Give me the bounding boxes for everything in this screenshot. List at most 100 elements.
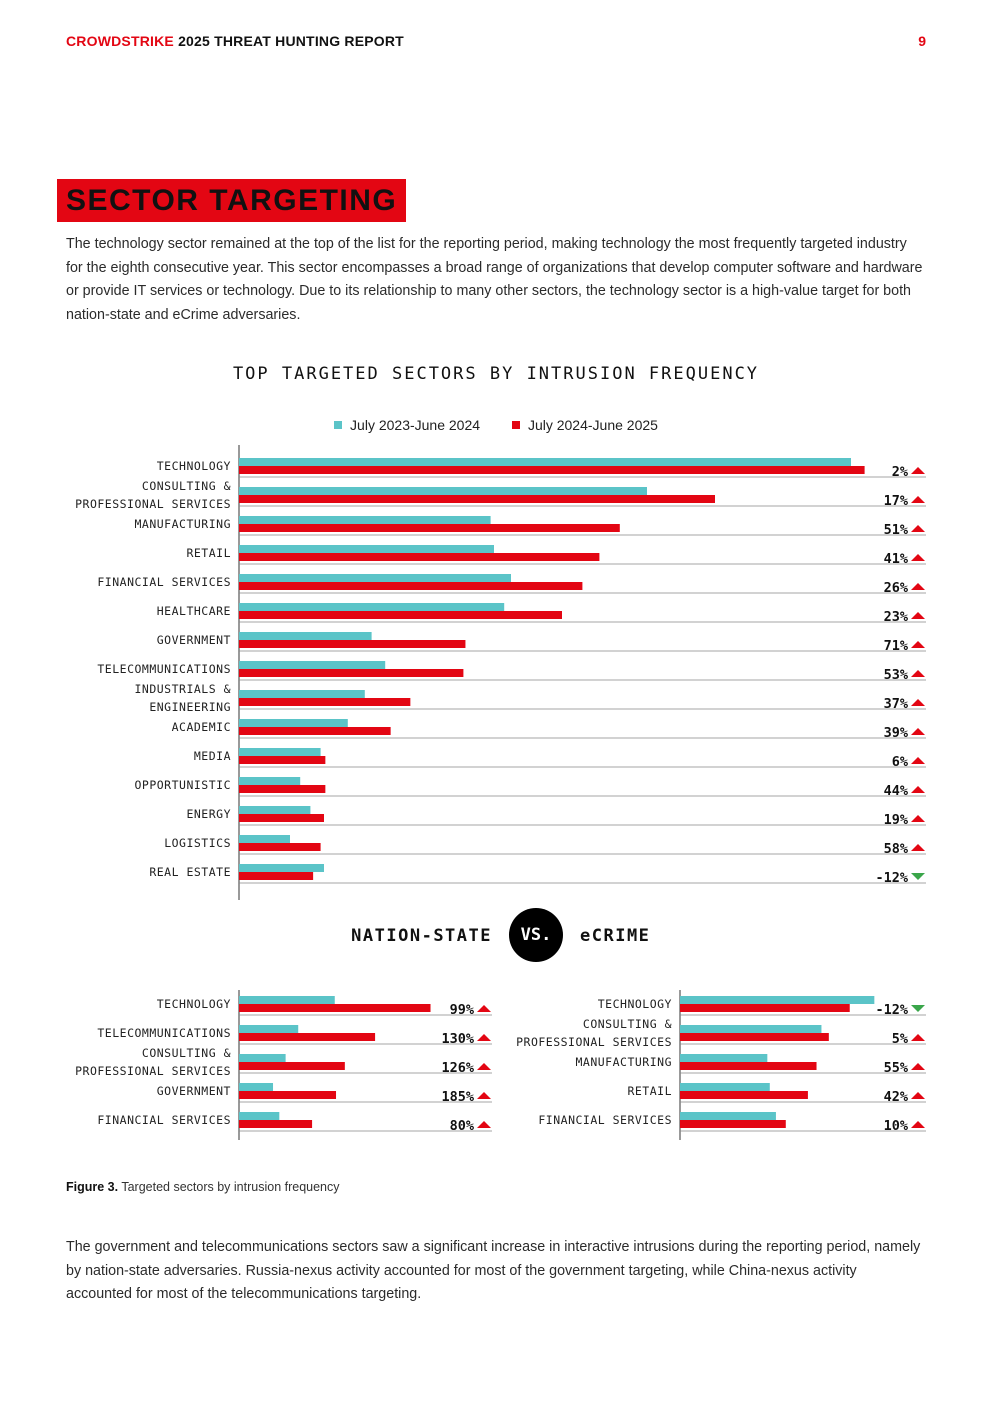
section-title: SECTOR TARGETING	[57, 179, 407, 222]
bar-current	[680, 1091, 808, 1099]
arrow-up-icon	[911, 728, 925, 735]
bar-current	[239, 785, 326, 793]
bar-prior	[239, 1083, 274, 1091]
change-label: 44%	[884, 783, 909, 799]
change-label: 41%	[884, 551, 909, 567]
bar-prior	[239, 574, 511, 582]
figure-caption: Figure 3. Targeted sectors by intrusion …	[66, 1180, 340, 1194]
bar-prior	[239, 806, 311, 814]
bar-prior	[239, 487, 647, 495]
chart-legend: July 2023-June 2024 July 2024-June 2025	[0, 417, 992, 433]
legend-swatch-current	[511, 421, 520, 429]
change-label: 39%	[884, 725, 909, 741]
bar-current	[239, 582, 583, 590]
legend-label-prior: July 2023-June 2024	[350, 417, 481, 433]
closing-paragraph: The government and telecommunications se…	[66, 1239, 921, 1302]
bar-prior	[239, 777, 301, 785]
ecrime-bar-chart: TECHNOLOGY -12% CONSULTING & PROFESSIONAL S…	[516, 990, 926, 1140]
bar-prior	[680, 1083, 770, 1091]
category-label: OPPORTUNISTIC	[134, 778, 231, 792]
change-label: 55%	[884, 1060, 909, 1076]
bar-prior	[239, 603, 505, 611]
bar-prior	[239, 1054, 286, 1062]
change-label: 26%	[884, 580, 909, 596]
category-label: LOGISTICS	[164, 836, 231, 850]
bar-prior	[239, 661, 386, 669]
category-label: CONSULTING &	[142, 479, 231, 493]
category-label: TECHNOLOGY	[157, 459, 231, 473]
bar-prior	[239, 864, 324, 872]
bar-current	[239, 1062, 345, 1070]
category-label: PROFESSIONAL SERVICES	[516, 1035, 672, 1049]
legend-item-current: July 2024-June 2025	[511, 417, 658, 433]
category-label: GOVERNMENT	[157, 1084, 231, 1098]
arrow-up-icon	[911, 815, 925, 822]
change-label: 99%	[450, 1002, 475, 1018]
category-label: TECHNOLOGY	[598, 997, 672, 1011]
bar-current	[239, 640, 466, 648]
category-label: TELECOMMUNICATIONS	[97, 1026, 231, 1040]
bar-current	[239, 669, 464, 677]
bar-current	[680, 1120, 786, 1128]
arrow-down-icon	[911, 873, 925, 880]
arrow-up-icon	[911, 554, 925, 561]
arrow-up-icon	[911, 844, 925, 851]
arrow-up-icon	[911, 641, 925, 648]
bar-prior	[680, 1025, 822, 1033]
report-header: CROWDSTRIKE 2025 THREAT HUNTING REPORT	[66, 33, 404, 49]
change-label: 130%	[441, 1031, 474, 1047]
change-label: -12%	[875, 1002, 908, 1018]
category-label: TECHNOLOGY	[157, 997, 231, 1011]
arrow-up-icon	[477, 1034, 491, 1041]
category-label: ENERGY	[186, 807, 231, 821]
category-label: FINANCIAL SERVICES	[97, 1113, 231, 1127]
bar-prior	[680, 996, 875, 1004]
figure-label: Figure 3.	[66, 1180, 119, 1194]
brand-name: CROWDSTRIKE	[66, 33, 174, 49]
legend-item-prior: July 2023-June 2024	[334, 417, 480, 433]
bar-prior	[680, 1054, 768, 1062]
category-label: MANUFACTURING	[134, 517, 231, 531]
bar-prior	[680, 1112, 776, 1120]
bar-current	[239, 1033, 376, 1041]
bar-prior	[239, 996, 335, 1004]
bar-current	[239, 524, 620, 532]
arrow-up-icon	[911, 583, 925, 590]
arrow-up-icon	[911, 1034, 925, 1041]
change-label: 42%	[884, 1089, 909, 1105]
ecrime-title: eCRIME	[580, 926, 651, 946]
category-label: RETAIL	[186, 546, 231, 560]
category-label: TELECOMMUNICATIONS	[97, 662, 231, 676]
arrow-up-icon	[911, 1092, 925, 1099]
bar-current	[239, 843, 321, 851]
arrow-up-icon	[911, 1063, 925, 1070]
arrow-up-icon	[477, 1063, 491, 1070]
category-label: CONSULTING &	[583, 1017, 672, 1031]
bar-current	[239, 495, 715, 503]
change-label: 23%	[884, 609, 909, 625]
category-label: FINANCIAL SERVICES	[538, 1113, 672, 1127]
category-label: MEDIA	[194, 749, 231, 763]
arrow-up-icon	[911, 670, 925, 677]
bar-current	[680, 1033, 829, 1041]
category-label: REAL ESTATE	[149, 865, 231, 879]
bar-current	[239, 553, 600, 561]
arrow-up-icon	[477, 1092, 491, 1099]
change-label: 2%	[892, 464, 909, 480]
change-label: 10%	[884, 1118, 909, 1134]
comparison-header: NATION-STATE VS. eCRIME	[0, 908, 992, 962]
intro-paragraph: The technology sector remained at the to…	[66, 236, 923, 323]
arrow-up-icon	[477, 1005, 491, 1012]
category-label: RETAIL	[627, 1084, 672, 1098]
arrow-up-icon	[477, 1121, 491, 1128]
change-label: 71%	[884, 638, 909, 654]
arrow-up-icon	[911, 1121, 925, 1128]
change-label: 5%	[892, 1031, 909, 1047]
bar-current	[680, 1062, 817, 1070]
bar-current	[239, 611, 562, 619]
bar-prior	[239, 719, 348, 727]
category-label: PROFESSIONAL SERVICES	[75, 497, 231, 511]
bar-prior	[239, 632, 372, 640]
bar-prior	[239, 458, 851, 466]
bar-current	[239, 466, 865, 474]
